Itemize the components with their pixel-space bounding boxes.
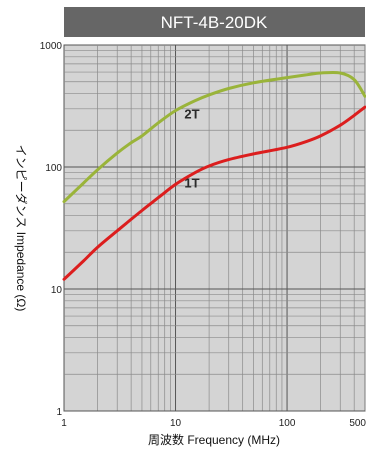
series-label-1t: 1T [184,175,199,190]
plot-area [63,44,366,412]
y-axis-title: インピーダンス Impedance (Ω) [14,145,29,312]
series-group: 2T 1T [62,70,366,281]
grid [63,45,366,412]
tick-labels: 1 10 100 500 1 10 100 1000 [40,41,366,429]
series-line-2t [62,70,366,204]
x-axis-title: 周波数 Frequency (MHz) [148,432,280,447]
x-tick-label: 1 [61,418,67,429]
series-line-1t [62,105,366,281]
x-tick-label: 100 [279,418,296,429]
y-tick-label: 10 [51,285,63,296]
y-tick-label: 1 [56,407,62,418]
x-tick-label: 10 [170,418,182,429]
series-label-2t: 2T [184,106,199,121]
title-bar [64,7,365,37]
y-tick-label: 1000 [40,41,63,52]
y-tick-label: 100 [45,163,62,174]
chart-title: NFT-4B-20DK [161,13,268,32]
x-tick-label: 500 [349,418,366,429]
